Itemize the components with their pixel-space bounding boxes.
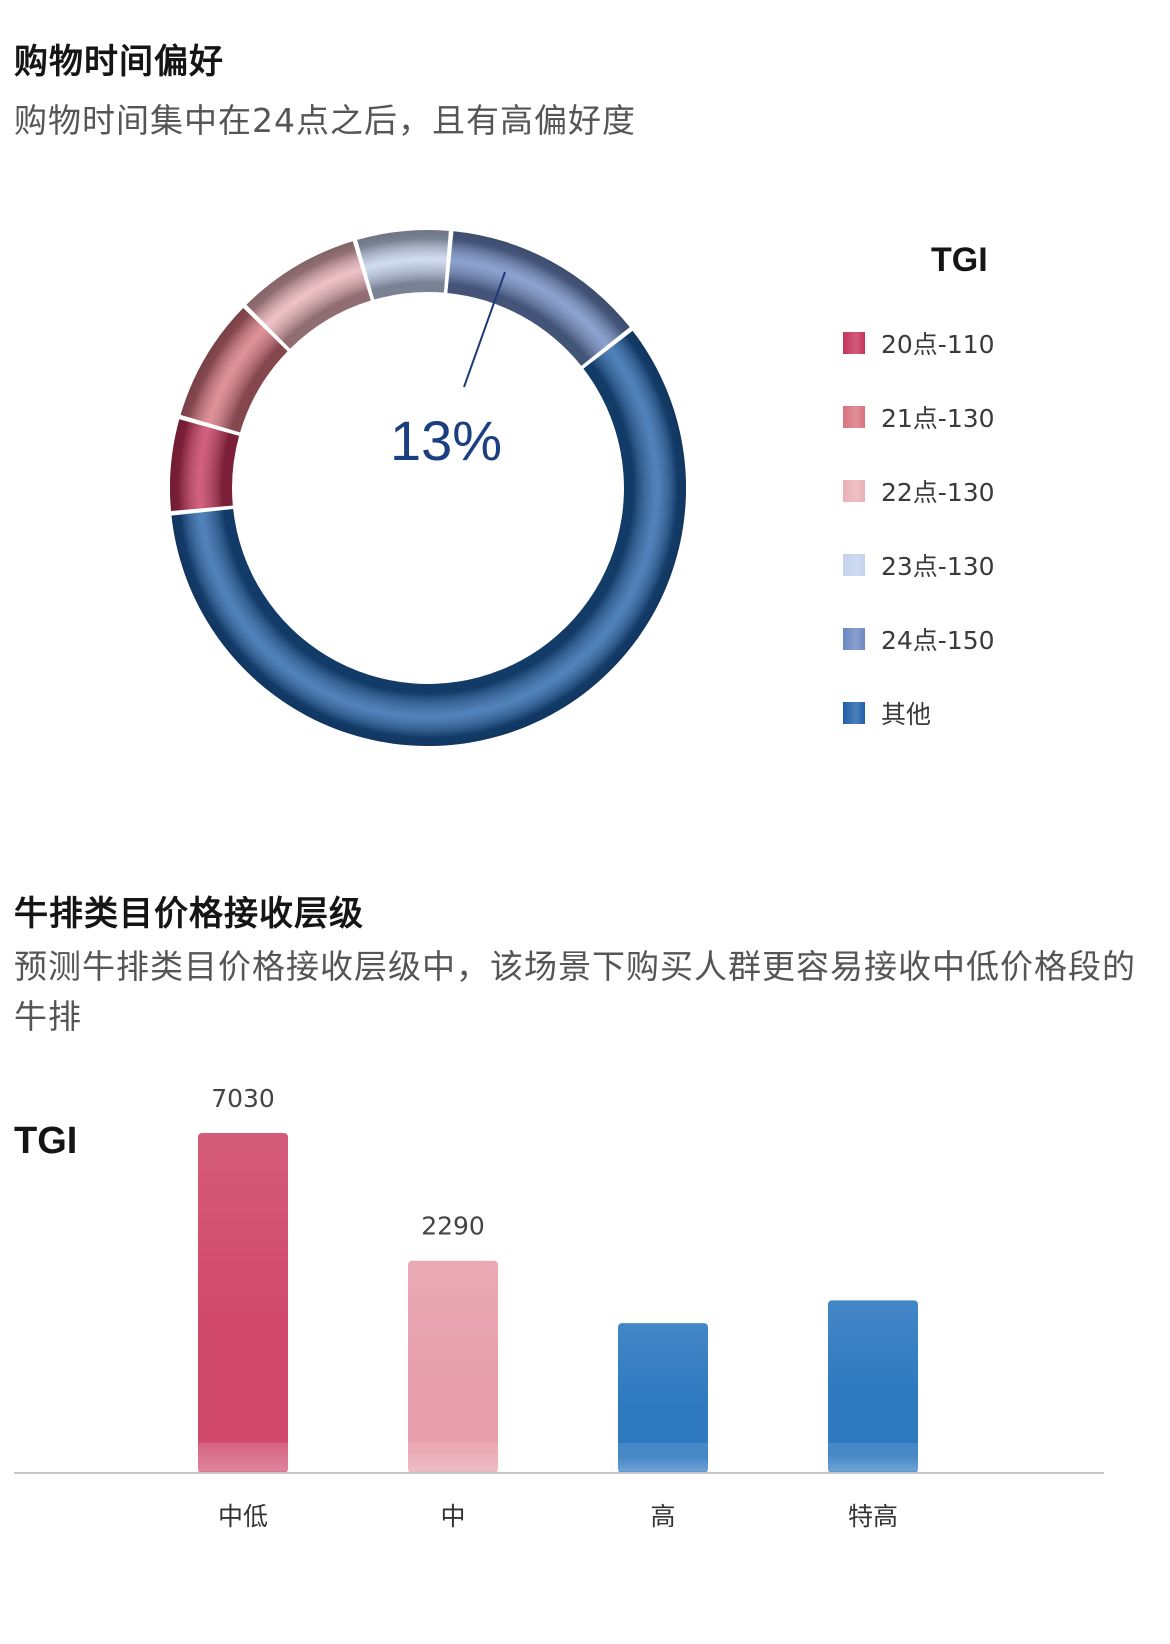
- bar-value-label: 7030: [211, 1084, 275, 1113]
- legend-label: 其他: [881, 700, 932, 729]
- donut-segment-1-shading: [170, 419, 240, 512]
- donut-segment-4-shading: [357, 230, 449, 300]
- section-subtitle-shopping-time: 购物时间集中在24点之后，且有高偏好度: [14, 101, 636, 140]
- legend-label: 21点-130: [881, 404, 995, 433]
- legend-title: TGI: [931, 241, 988, 279]
- bar-chart-ylabel: TGI: [14, 1120, 78, 1162]
- legend-swatch: [843, 332, 865, 354]
- bar-category-label: 特高: [848, 1502, 898, 1531]
- legend-item: 24点-150: [843, 602, 1083, 676]
- legend-swatch: [843, 702, 865, 724]
- bar-1-highlight: [198, 1443, 288, 1471]
- donut-center-label: 13%: [390, 409, 502, 472]
- donut-segment-3-shading: [246, 241, 371, 349]
- section-title-price-level: 牛排类目价格接收层级: [14, 894, 364, 934]
- legend-item: 23点-130: [843, 528, 1083, 602]
- legend-item: 其他: [843, 676, 1083, 750]
- legend-label: 23点-130: [881, 552, 995, 581]
- legend-label: 24点-150: [881, 626, 995, 655]
- legend-item: 22点-130: [843, 454, 1083, 528]
- section-subtitle-price-level: 预测牛排类目价格接收层级中，该场景下购买人群更容易接收中低价格段的牛排: [14, 947, 1136, 1036]
- bar-4: [828, 1300, 918, 1473]
- bar-2-highlight: [408, 1443, 498, 1471]
- bar-2: [408, 1260, 498, 1473]
- bar-1: [198, 1133, 288, 1473]
- legend-swatch: [843, 406, 865, 428]
- legend-label: 22点-130: [881, 478, 995, 507]
- bar-value-label: 2290: [421, 1212, 485, 1241]
- bar-3: [618, 1323, 708, 1473]
- donut-legend: TGI 20点-110 21点-130 22点-130 23点-130 24点-150 其…: [843, 240, 1083, 750]
- legend-item: 21点-130: [843, 380, 1083, 454]
- donut-segment-6-shading: [171, 330, 686, 746]
- callout-line: [463, 271, 506, 388]
- section-title-shopping-time: 购物时间偏好: [14, 42, 224, 82]
- legend-swatch: [843, 554, 865, 576]
- bar-category-label: 中低: [218, 1502, 268, 1531]
- bar-category-label: 高: [650, 1502, 675, 1531]
- donut-segment-5-shading: [447, 231, 630, 366]
- legend-swatch: [843, 628, 865, 650]
- legend-item: 20点-110: [843, 306, 1083, 380]
- bar-chart: 7030 中低 2290 中 高 特高: [14, 1084, 1104, 1531]
- bar-3-highlight: [618, 1443, 708, 1471]
- legend-label: 20点-110: [881, 330, 995, 359]
- bar-category-label: 中: [440, 1502, 465, 1531]
- donut-segment-2-shading: [180, 307, 288, 433]
- bar-4-highlight: [828, 1443, 918, 1471]
- donut-chart: 13%: [170, 230, 686, 746]
- legend-swatch: [843, 480, 865, 502]
